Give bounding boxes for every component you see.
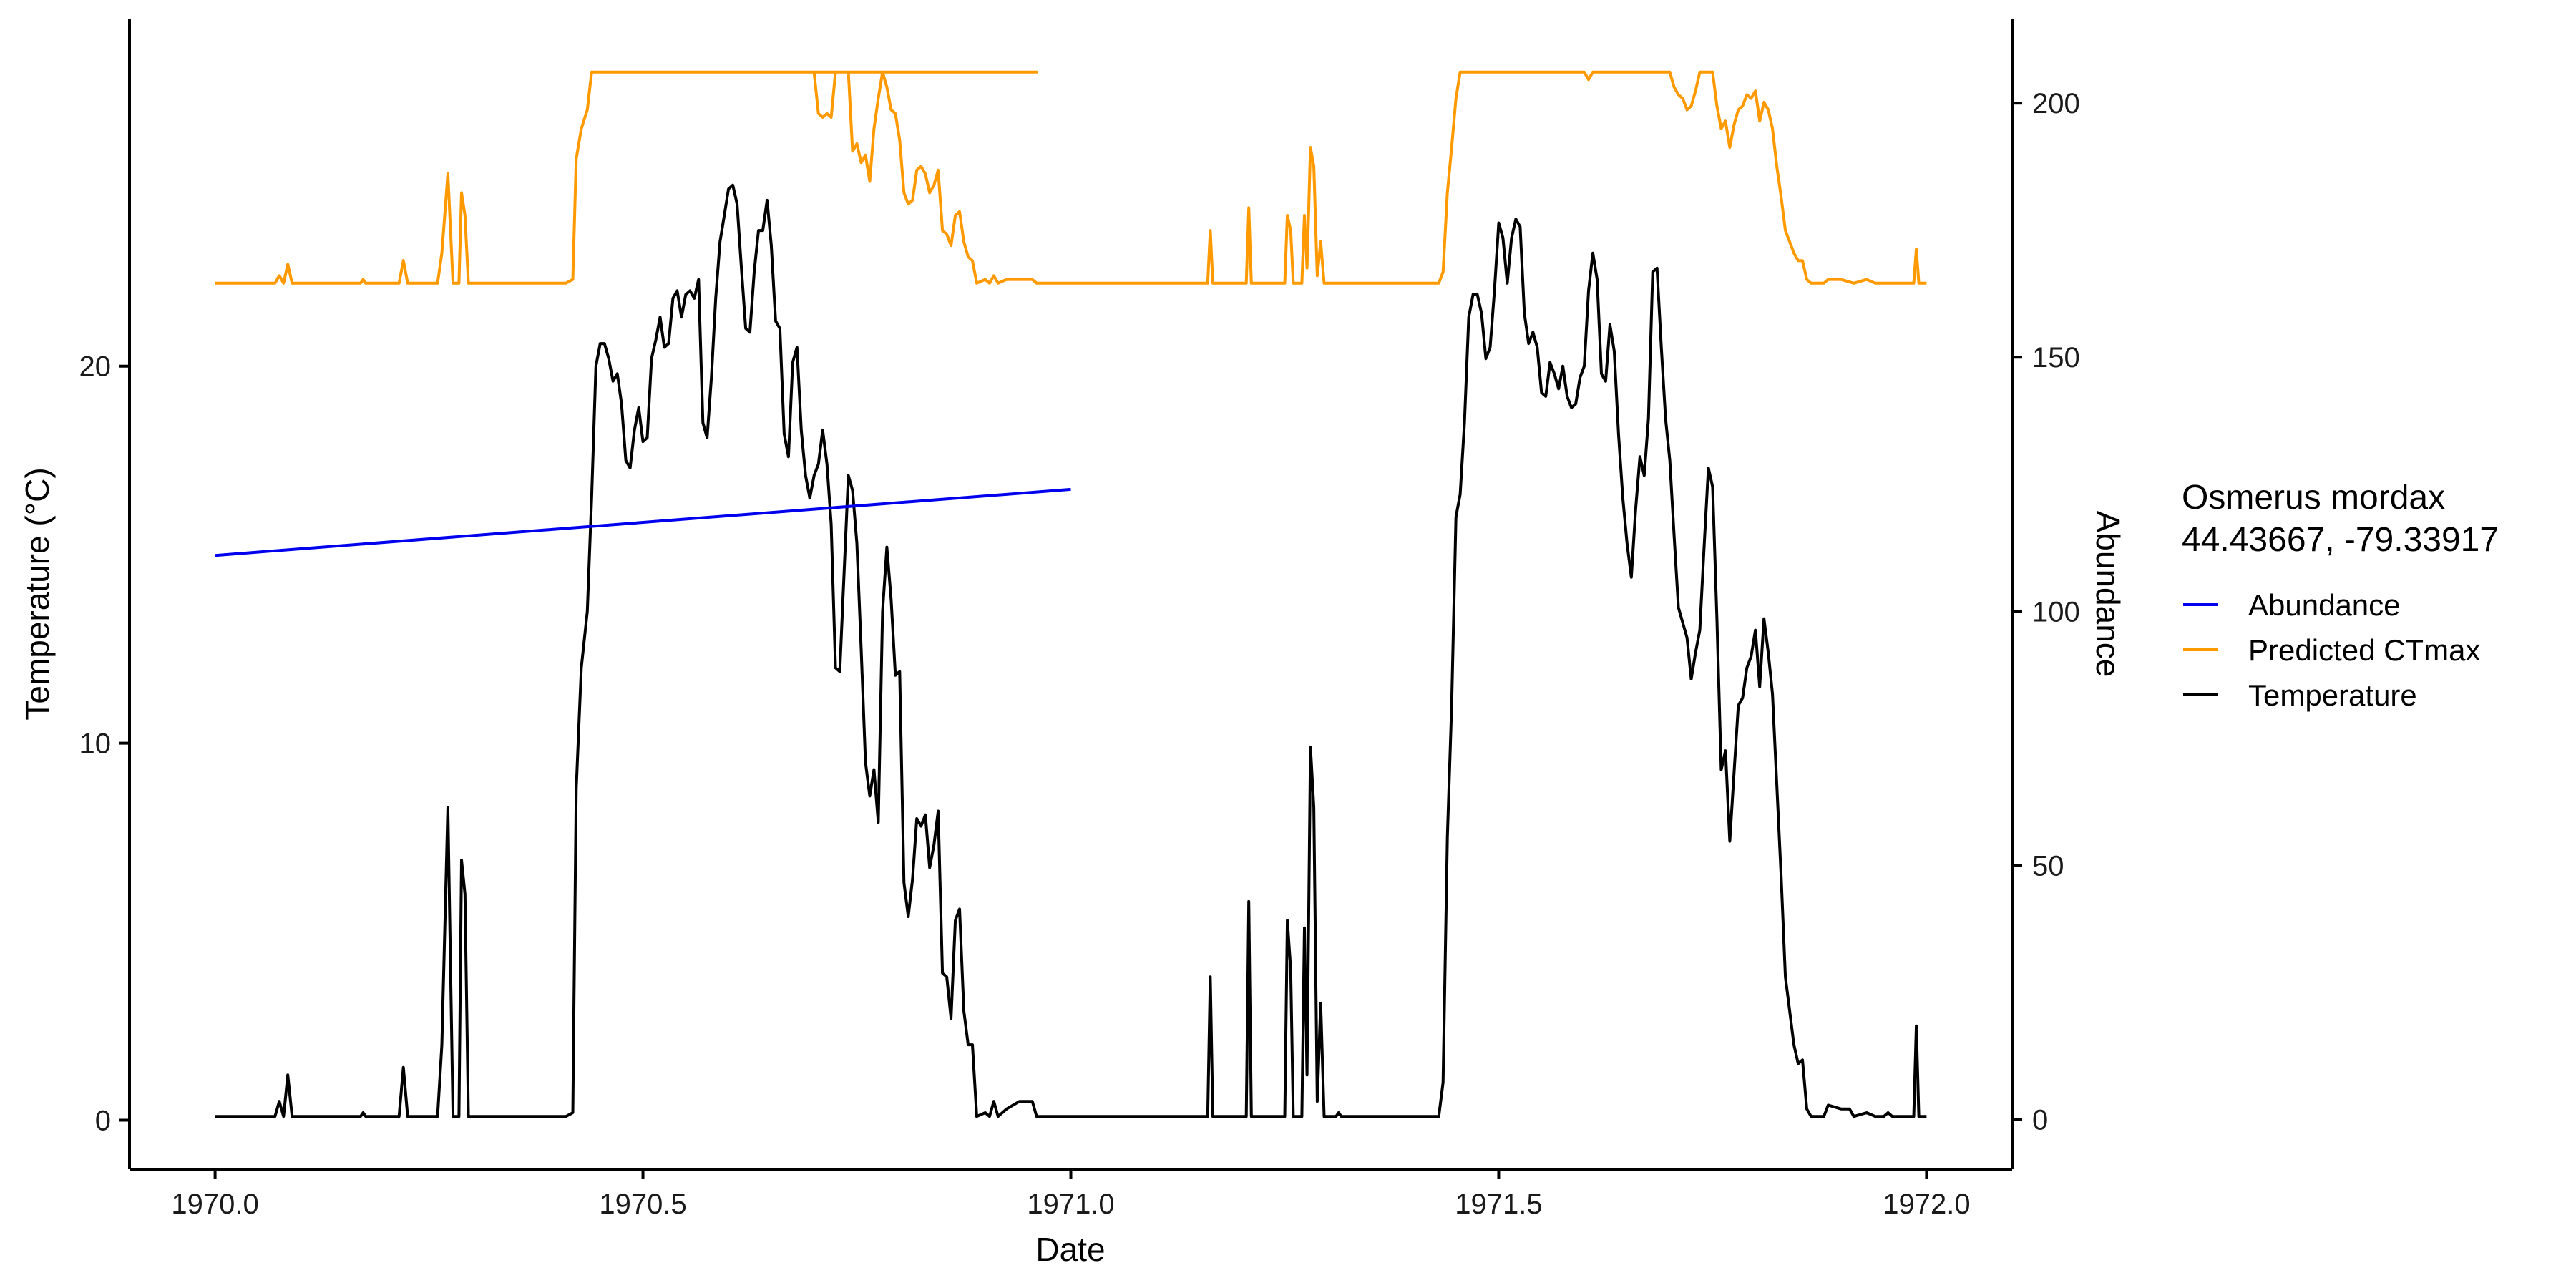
y2-tick-label: 200 bbox=[2032, 88, 2080, 119]
y2-tick-label: 0 bbox=[2032, 1104, 2048, 1136]
x-axis-title: Date bbox=[1035, 1231, 1105, 1268]
legend: Osmerus mordax 44.43667, -79.33917 Abund… bbox=[2182, 479, 2499, 712]
y2-tick-label: 100 bbox=[2032, 596, 2080, 628]
temperature-line bbox=[215, 183, 1927, 1118]
x-tick-label: 1971.5 bbox=[1455, 1189, 1542, 1220]
y2-tick-label: 150 bbox=[2032, 342, 2080, 374]
y-tick-label: 10 bbox=[79, 728, 112, 760]
y2-ticks: 0 50 100 150 200 bbox=[2012, 88, 2080, 1136]
x-tick-label: 1970.5 bbox=[599, 1189, 686, 1220]
abundance-line bbox=[215, 487, 1071, 557]
y-ticks: 0 10 20 bbox=[79, 351, 130, 1137]
predicted-ctmax-line bbox=[215, 70, 1927, 285]
y2-tick-label: 50 bbox=[2032, 850, 2064, 882]
legend-label-temperature: Temperature bbox=[2248, 678, 2417, 712]
legend-label-abundance: Abundance bbox=[2248, 588, 2401, 622]
y-axis-title: Temperature (°C) bbox=[19, 467, 56, 720]
x-ticks: 1970.0 1970.5 1971.0 1971.5 1972.0 bbox=[171, 1169, 1971, 1220]
x-tick-label: 1970.0 bbox=[171, 1189, 258, 1220]
x-tick-label: 1972.0 bbox=[1883, 1189, 1970, 1220]
y2-axis-title: Abundance bbox=[2089, 511, 2127, 678]
legend-title-line2: 44.43667, -79.33917 bbox=[2182, 521, 2499, 559]
x-tick-label: 1971.0 bbox=[1027, 1189, 1114, 1220]
series-layer bbox=[215, 70, 1927, 1118]
legend-label-ctmax: Predicted CTmax bbox=[2248, 633, 2480, 667]
y-tick-label: 20 bbox=[79, 351, 112, 383]
legend-title-line1: Osmerus mordax bbox=[2182, 479, 2445, 517]
y-tick-label: 0 bbox=[95, 1106, 111, 1137]
